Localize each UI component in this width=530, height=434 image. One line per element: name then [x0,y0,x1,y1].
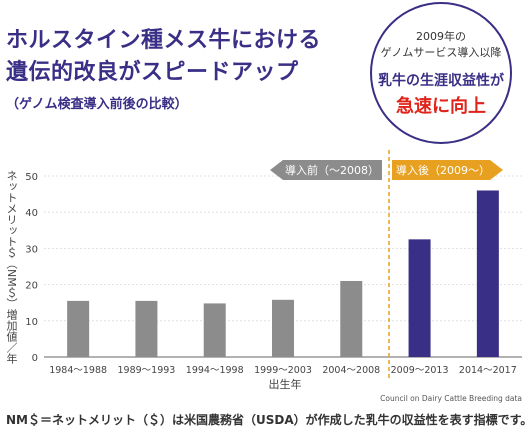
x-axis-label: 出生年 [269,377,302,391]
title-line-1: ホルスタイン種メス牛における [6,28,322,53]
x-tick-label: 2009～2013 [391,365,449,376]
bar [476,190,499,357]
period-after-banner [392,160,503,180]
highlight-badge: 2009年の ゲノムサービス導入以降 乳牛の生涯収益性が 急速に向上 [370,2,512,144]
period-after-label: 導入後（2009～） [396,163,490,177]
x-tick-label: 2004～2008 [322,365,380,376]
bar [135,300,158,357]
y-tick-label: 0 [32,353,38,364]
y-tick-label: 10 [25,317,38,328]
bar [272,299,294,357]
y-tick-label: 40 [25,208,38,219]
title-line-2: 遺伝的改良がスピードアップ [6,60,299,85]
subtitle: （ゲノム検査導入前後の比較） [6,97,188,112]
badge-line-1: 2009年の [416,30,466,43]
x-tick-label: 2014～2017 [459,365,517,376]
period-before-banner [270,160,382,180]
y-axis-label: ネットメリット＄（NM＄）増加値／年 [5,170,18,364]
source-note: Council on Dairy Cattle Breeding data [380,394,522,403]
x-tick-label: 1999～2003 [254,365,312,376]
badge-line-4: 急速に向上 [396,96,486,117]
bar [340,280,363,357]
y-tick-label: 30 [25,244,38,255]
x-tick-label: 1994～1998 [186,365,244,376]
x-tick-label: 1984～1988 [49,365,107,376]
footnote: NM＄＝ネットメリット（＄）は米国農務省（USDA）が作成した乳牛の収益性を表す… [6,413,530,427]
y-tick-label: 50 [25,172,38,183]
period-before-label: 導入前（～2008） [285,163,379,177]
bar [203,303,226,357]
x-tick-label: 1989～1993 [117,365,175,376]
bar [67,300,90,357]
badge-line-3: 乳牛の生涯収益性が [378,73,504,89]
y-tick-label: 20 [25,281,38,292]
badge-line-2: ゲノムサービス導入以降 [380,46,502,59]
bar [408,239,431,357]
